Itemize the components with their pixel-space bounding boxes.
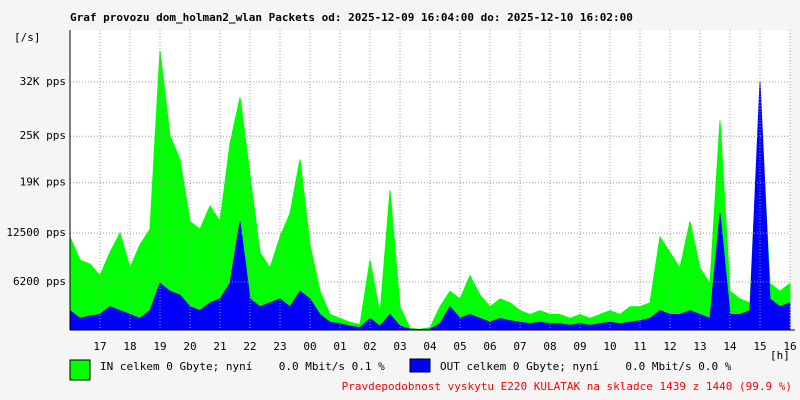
x-tick-label: 14: [723, 340, 737, 353]
legend-swatch: [69, 359, 91, 381]
y-tick-label: 6200 pps: [13, 275, 66, 288]
x-tick-label: 07: [513, 340, 526, 353]
x-tick-label: 05: [453, 340, 466, 353]
y-tick-label: 25K pps: [20, 129, 66, 142]
x-tick-label: 12: [663, 340, 676, 353]
x-tick-label: 23: [273, 340, 286, 353]
legend-label: IN celkem 0 Gbyte; nyní 0.0 Mbit/s 0.1 %: [100, 360, 385, 373]
x-tick-label: 09: [573, 340, 586, 353]
note: Pravdepodobnost vyskytu E220 KULATAK na …: [342, 380, 792, 393]
x-tick-label: 21: [213, 340, 226, 353]
x-tick-label: 01: [333, 340, 346, 353]
y-unit: [/s]: [14, 31, 41, 44]
x-tick-label: 15: [753, 340, 766, 353]
x-tick-label: 22: [243, 340, 256, 353]
x-tick-label: 13: [693, 340, 706, 353]
y-tick-label: 19K pps: [20, 176, 66, 189]
x-tick-label: 11: [633, 340, 646, 353]
y-tick-label: 12500 pps: [6, 226, 66, 239]
x-unit: [h]: [770, 349, 790, 362]
x-tick-label: 16: [783, 340, 796, 353]
y-tick-label: 32K pps: [20, 75, 66, 88]
x-tick-label: 20: [183, 340, 196, 353]
x-tick-label: 02: [363, 340, 376, 353]
legend-swatch: [409, 358, 431, 373]
chart-title: Graf provozu dom_holman2_wlan Packets od…: [70, 11, 633, 24]
x-tick-label: 18: [123, 340, 136, 353]
x-tick-label: 06: [483, 340, 496, 353]
x-tick-label: 19: [153, 340, 166, 353]
series-area: [69, 81, 791, 331]
x-tick-label: 17: [93, 340, 106, 353]
x-tick-label: 03: [393, 340, 406, 353]
legend-label: OUT celkem 0 Gbyte; nyní 0.0 Mbit/s 0.0 …: [440, 360, 732, 373]
x-tick-label: 00: [303, 340, 316, 353]
x-tick-label: 08: [543, 340, 556, 353]
x-tick-label: 10: [603, 340, 616, 353]
series-area: [69, 50, 791, 331]
x-tick-label: 04: [423, 340, 437, 353]
